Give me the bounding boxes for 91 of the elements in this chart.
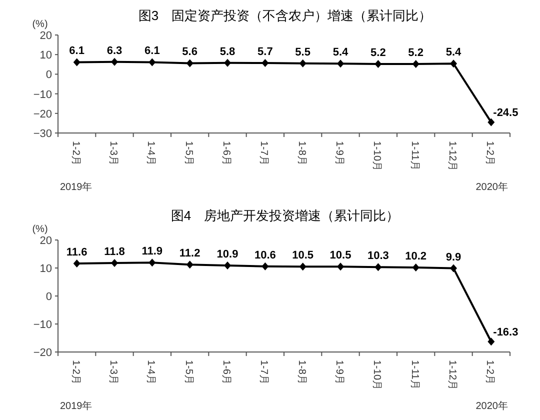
data-label: 5.4 — [332, 46, 350, 59]
y-axis-title: (%) — [32, 224, 48, 235]
point — [148, 258, 156, 267]
data-label: 10.5 — [330, 250, 352, 262]
point — [111, 58, 118, 66]
data-label: 11.6 — [66, 246, 88, 259]
x-tick-label: 1-8月 — [296, 141, 307, 166]
text: 2020年 — [476, 400, 508, 412]
point — [73, 58, 80, 66]
point — [299, 262, 306, 271]
x-tick-label: 1-6月 — [220, 360, 232, 384]
data-label: 6.3 — [106, 44, 122, 57]
data-label: 11.2 — [179, 248, 200, 260]
y-tick-label: 10 — [40, 50, 52, 62]
x-tick-label: 1-7月 — [258, 141, 270, 166]
x-tick-label: 1-9月 — [334, 360, 344, 384]
x-tick-label: 1-3月 — [108, 141, 118, 166]
point — [224, 261, 231, 270]
x-tick-label: 1-5月 — [182, 141, 194, 166]
text: 2020年 — [476, 181, 508, 193]
point — [299, 59, 306, 68]
y-tick-label: −30 — [33, 128, 52, 140]
data-label: 5.7 — [258, 46, 273, 58]
point — [488, 118, 495, 126]
point — [73, 260, 80, 268]
x-tick-label: 1-3月 — [108, 360, 118, 384]
data-label: 10.5 — [292, 250, 314, 262]
data-label: 6.1 — [69, 45, 84, 58]
data-label: 5.2 — [408, 47, 424, 60]
y-tick-label: 20 — [40, 30, 52, 42]
y-axis-title: (%) — [32, 19, 48, 30]
x-tick-label: 1-7月 — [258, 360, 270, 384]
data-label: -16.3 — [493, 326, 518, 339]
y-tick-label: 10 — [40, 263, 52, 275]
y-tick-label: −20 — [33, 347, 52, 359]
point — [374, 60, 382, 68]
x-tick-label: 1-11月 — [408, 360, 420, 390]
point — [148, 58, 156, 66]
x-tick-label: 1-4月 — [145, 360, 156, 384]
x-tick-label: 1-2月 — [484, 141, 496, 166]
y-tick-label: 20 — [40, 235, 52, 247]
data-label: 10.9 — [216, 248, 238, 260]
x-tick-label: 1-6月 — [220, 141, 232, 166]
data-label: 10.3 — [367, 250, 389, 262]
point — [337, 262, 344, 271]
data-label: 5.4 — [446, 46, 462, 59]
x-tick-label: 1-8月 — [296, 360, 307, 384]
x-tick-label: 1-9月 — [334, 141, 344, 166]
x-tick-label: 1-2月 — [70, 360, 81, 384]
data-label: 11.9 — [142, 246, 163, 258]
data-label: 5.8 — [220, 46, 236, 58]
y-tick-label: 0 — [46, 69, 52, 82]
point — [488, 338, 495, 346]
y-tick-label: −10 — [33, 319, 52, 331]
point — [337, 60, 344, 68]
data-label: 10.6 — [254, 249, 276, 262]
point — [186, 59, 194, 68]
chart-title: 图4 房地产开发投资增速（累计同比） — [170, 208, 400, 223]
data-label: 5.5 — [295, 46, 310, 58]
point — [262, 59, 269, 68]
data-label: 5.2 — [370, 47, 386, 60]
point — [224, 58, 231, 67]
y-tick-label: 0 — [46, 291, 52, 303]
point — [450, 60, 457, 68]
x-tick-label: 1-10月 — [371, 141, 382, 172]
data-label: 5.6 — [182, 46, 198, 58]
data-label: 11.8 — [104, 246, 125, 258]
point — [412, 263, 420, 272]
x-tick-label: 1-2月 — [484, 360, 496, 384]
point — [450, 264, 457, 272]
data-label: 9.9 — [446, 251, 462, 264]
x-tick-label: 1-2月 — [70, 141, 81, 166]
x-tick-label: 1-5月 — [182, 360, 194, 384]
y-tick-label: −20 — [33, 108, 52, 120]
x-tick-label: 1-10月 — [371, 360, 382, 390]
text: 2019年 — [60, 181, 92, 193]
x-tick-label: 1-4月 — [145, 141, 156, 166]
x-tick-label: 1-12月 — [446, 360, 458, 390]
point — [412, 60, 420, 68]
data-label: -24.5 — [493, 107, 518, 120]
chart-title: 图3 固定资产投资（不含农户）增速（累计同比） — [138, 8, 432, 23]
point — [186, 260, 194, 269]
text: 2019年 — [60, 400, 92, 412]
point — [111, 258, 118, 267]
point — [262, 262, 269, 270]
y-tick-label: −10 — [33, 88, 52, 101]
data-label: 6.1 — [144, 45, 160, 58]
point — [374, 263, 382, 272]
x-tick-label: 1-11月 — [408, 141, 420, 170]
data-label: 10.2 — [405, 250, 427, 262]
x-tick-label: 1-12月 — [446, 141, 458, 172]
